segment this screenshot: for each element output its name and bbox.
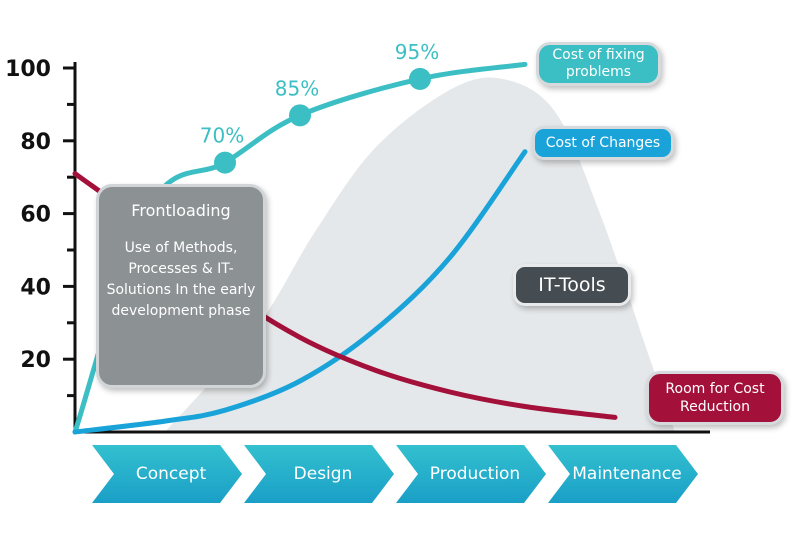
phase-production-label: Production (429, 464, 521, 484)
series-line-cost-of-changes (72, 149, 528, 435)
y-tick-label: 80 (20, 130, 51, 155)
legend-cost-changes-label: Cost of Changes (545, 135, 661, 151)
y-tick-label: 60 (20, 203, 51, 228)
legend-room-for-cost-reduction: Room for Cost Reduction (646, 371, 784, 425)
series-area-it-tools (165, 77, 675, 432)
it-tools-text: IT-Tools (538, 274, 606, 296)
it-tools-label: IT-Tools (513, 264, 631, 306)
y-tick-label: 40 (20, 275, 51, 300)
frontloading-box: Frontloading Use of Methods, Processes &… (96, 184, 266, 388)
y-tick-label: 100 (5, 57, 51, 82)
data-point-95-pct (409, 67, 431, 90)
phase-concept-label: Concept (135, 464, 207, 484)
phase-design-label: Design (293, 464, 353, 484)
data-label-70-pct: 70% (200, 124, 244, 148)
frontloading-line: development (111, 303, 204, 319)
axes: 20 40 60 80 100 (5, 57, 710, 434)
phase-production: Production (396, 445, 546, 503)
phase-concept: Concept (92, 445, 242, 503)
legend-cost-fixing-line-2: problems (565, 64, 632, 80)
frontloading-line: phase (208, 303, 251, 319)
phase-design: Design (244, 445, 394, 503)
frontloading-line: & IT-Solutions (106, 261, 234, 298)
legend-room-line-2: Reduction (680, 399, 750, 415)
data-point-85-pct (289, 104, 311, 127)
phase-maintenance-label: Maintenance (572, 464, 682, 484)
it-tools-area-layer (165, 77, 675, 432)
data-point-70-pct (214, 151, 236, 174)
frontloading-line: Processes (128, 261, 198, 277)
frontloading-title: Frontloading (131, 201, 231, 220)
series-markers: 70% 85% 95% (200, 40, 439, 174)
frontloading-line: Use of Methods, (124, 240, 238, 256)
y-tick-label: 20 (20, 348, 51, 373)
legend-room-line-1: Room for Cost (665, 381, 765, 397)
data-label-95-pct: 95% (395, 40, 439, 64)
phase-maintenance: Maintenance (548, 445, 698, 503)
data-label-85-pct: 85% (275, 76, 319, 100)
frontloading-line: In the early (175, 282, 256, 298)
legend-cost-of-changes: Cost of Changes (532, 126, 674, 160)
legend-cost-fixing-line-1: Cost of fixing (552, 47, 645, 63)
legend-cost-fixing-problems: Cost of fixing problems (536, 42, 661, 86)
frontloading-body: Use of Methods, Processes & IT-Solutions… (99, 238, 263, 322)
